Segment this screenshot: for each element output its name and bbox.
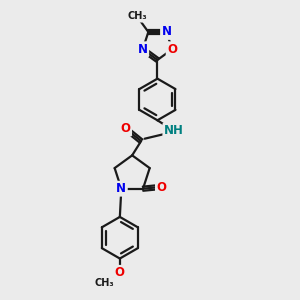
Text: CH₃: CH₃ — [94, 278, 114, 288]
Text: O: O — [115, 266, 125, 279]
Text: N: N — [116, 182, 126, 195]
Text: N: N — [138, 43, 148, 56]
Text: CH₃: CH₃ — [127, 11, 147, 21]
Text: O: O — [156, 181, 167, 194]
Text: O: O — [121, 122, 130, 135]
Text: O: O — [167, 43, 177, 56]
Text: N: N — [161, 26, 172, 38]
Text: NH: NH — [164, 124, 184, 137]
